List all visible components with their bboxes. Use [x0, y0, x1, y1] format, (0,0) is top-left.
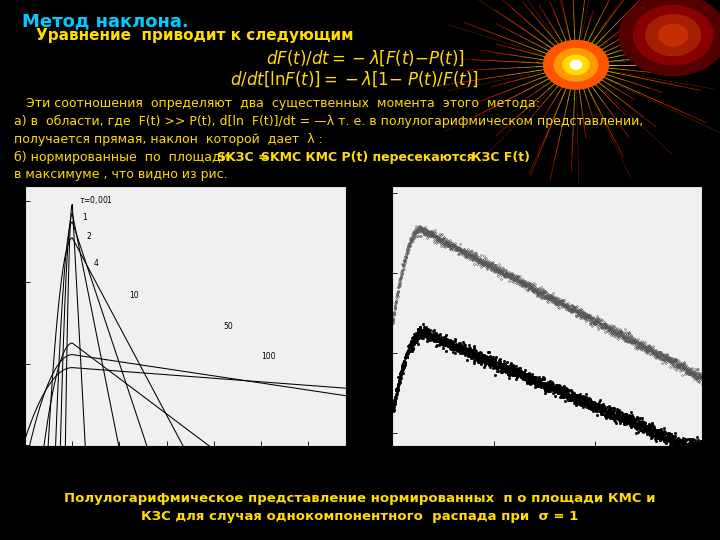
Circle shape [634, 5, 713, 65]
Circle shape [570, 60, 582, 69]
Circle shape [659, 24, 688, 46]
Text: Метод наклона.: Метод наклона. [22, 12, 189, 30]
Text: SKМС КМС P(t) пересекаются: SKМС КМС P(t) пересекаются [261, 151, 480, 164]
Y-axis label: N: N [356, 168, 366, 181]
Text: 10: 10 [129, 292, 138, 300]
Text: 4: 4 [94, 259, 99, 268]
Text: в максимуме , что видно из рис.: в максимуме , что видно из рис. [14, 168, 228, 181]
Circle shape [646, 15, 701, 56]
X-axis label: Номер канала: Номер канала [147, 465, 224, 475]
Text: 50: 50 [223, 322, 233, 332]
Text: 2: 2 [86, 232, 91, 241]
Text: получается прямая, наклон  которой  дает  λ :: получается прямая, наклон которой дает λ… [14, 133, 323, 146]
Text: КЗС F(t): КЗС F(t) [467, 151, 529, 164]
Y-axis label: N: N [0, 168, 4, 181]
Circle shape [619, 0, 720, 76]
Circle shape [554, 49, 598, 81]
X-axis label: Номер канала: Номер канала [509, 465, 585, 475]
Text: б) нормированные  по  площади: б) нормированные по площади [14, 151, 241, 164]
Circle shape [563, 55, 589, 75]
Text: Полулогарифмическое представление нормированных  п о площади КМС и: Полулогарифмическое представление нормир… [64, 492, 656, 505]
Text: 1: 1 [83, 213, 87, 222]
Text: а) в  области, где  F(t) >> P(t), d[ln  F(t)]/dt = —λ т. е. в полулогарифмическо: а) в области, где F(t) >> P(t), d[ln F(t… [14, 115, 644, 128]
Text: $d/dt[\ln\!F(t)] = -\lambda[1\mathrm{-}\ P(t)/F(t)]$: $d/dt[\ln\!F(t)] = -\lambda[1\mathrm{-}\… [230, 69, 479, 89]
Circle shape [544, 40, 608, 89]
Text: Уравнение  приводит к следующим: Уравнение приводит к следующим [36, 28, 354, 43]
Text: КЗС для случая однокомпонентного  распада при  σ = 1: КЗС для случая однокомпонентного распада… [141, 510, 579, 523]
Text: SKЗС =: SKЗС = [217, 151, 274, 164]
Text: $dF(t)/dt = -\lambda[F(t)\mathrm{-}P(t)]$: $dF(t)/dt = -\lambda[F(t)\mathrm{-}P(t)]… [266, 49, 465, 68]
Text: Эти соотношения  определяют  два  существенных  момента  этого  метода:: Эти соотношения определяют два существен… [14, 97, 540, 110]
Text: $\tau$=0,001: $\tau$=0,001 [79, 194, 114, 206]
Text: 100: 100 [261, 352, 275, 361]
